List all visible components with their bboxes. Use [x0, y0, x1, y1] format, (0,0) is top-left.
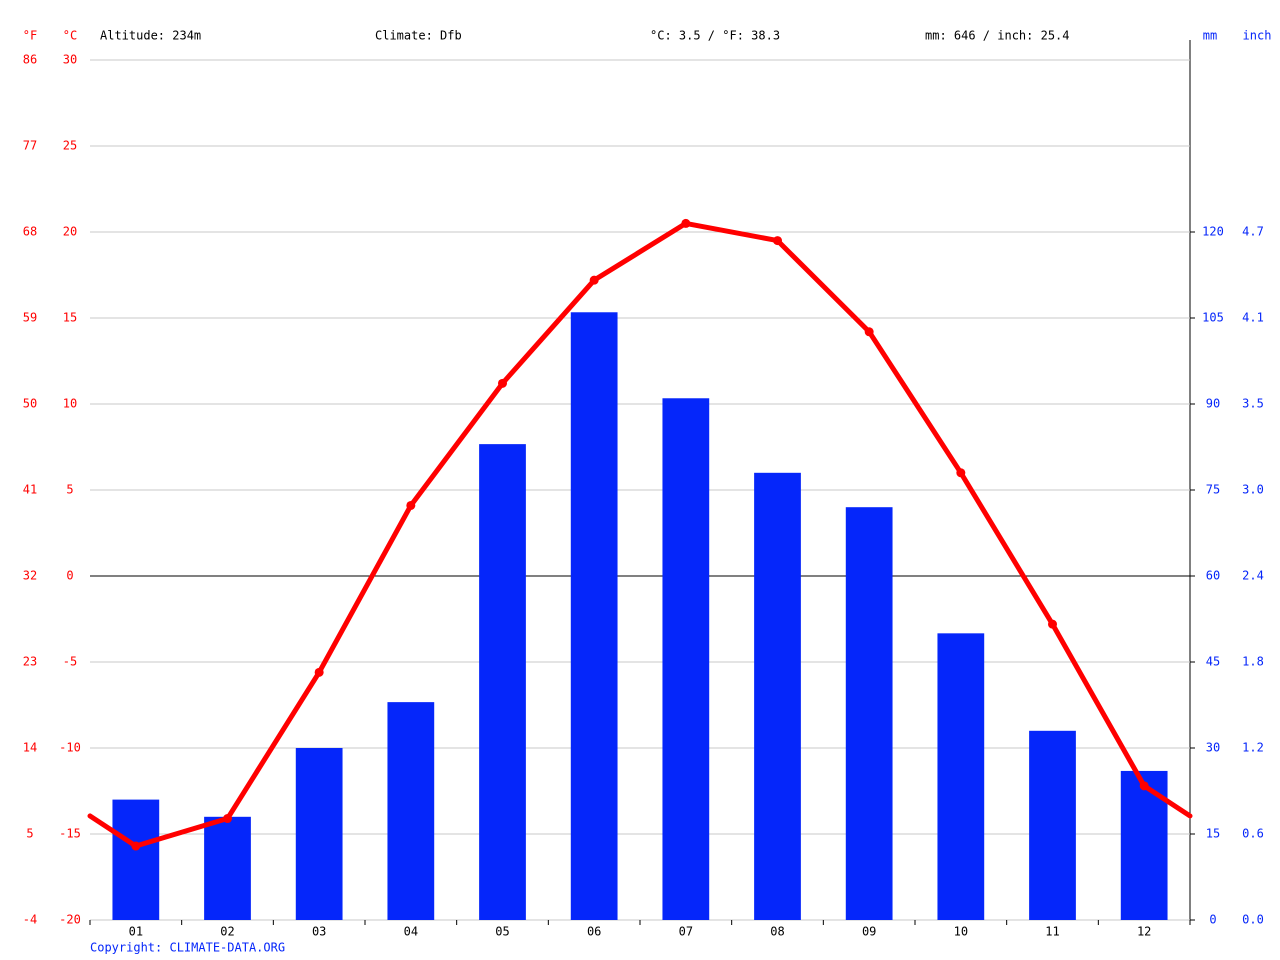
y2-tick-label-inch: 1.8 — [1242, 655, 1264, 669]
x-tick-label: 09 — [862, 925, 876, 939]
bar — [1120, 770, 1168, 920]
line-point — [773, 236, 782, 246]
y-tick-label: -10 — [59, 741, 81, 755]
y2-tick-label: 90 — [1206, 397, 1220, 411]
x-tick-label: 05 — [495, 925, 509, 939]
y-tick-label-f: -4 — [23, 913, 37, 927]
bar — [387, 702, 435, 920]
annotation: mm: 646 / inch: 25.4 — [925, 29, 1070, 43]
y-tick-label: 10 — [63, 397, 77, 411]
y-unit-f: °F — [23, 29, 37, 43]
y2-tick-label: 105 — [1202, 311, 1224, 325]
bar — [937, 633, 985, 920]
bar — [1029, 730, 1076, 920]
y2-tick-label: 15 — [1206, 827, 1220, 841]
x-tick-label: 12 — [1137, 925, 1151, 939]
line-point — [131, 841, 141, 851]
y-tick-label: 25 — [63, 139, 77, 153]
y2-tick-label-inch: 4.1 — [1242, 311, 1264, 325]
y-tick-label: 30 — [63, 53, 77, 67]
y-tick-label-f: 41 — [23, 483, 37, 497]
annotation: Altitude: 234m — [100, 29, 201, 43]
line-point — [1048, 619, 1057, 629]
line — [135, 220, 1147, 849]
y-tick-label-f: 32 — [23, 569, 37, 583]
line-point — [223, 814, 232, 824]
line-wrap — [87, 813, 139, 849]
line-point — [956, 468, 966, 478]
y2-unit-inch: inch — [1243, 29, 1272, 43]
y-tick-label-f: 50 — [23, 397, 37, 411]
x-tick-label: 02 — [220, 925, 234, 939]
bar — [479, 444, 526, 920]
y-tick-label-f: 59 — [23, 311, 37, 325]
x-tick-label: 01 — [129, 925, 143, 939]
bar — [112, 799, 160, 920]
x-tick-label: 11 — [1045, 925, 1059, 939]
y-tick-label-f: 23 — [23, 655, 37, 669]
y-unit-c: °C — [63, 29, 77, 43]
line-point — [314, 667, 324, 677]
bar — [295, 748, 343, 920]
y2-tick-label-inch: 3.5 — [1242, 397, 1264, 411]
y-tick-label-f: 86 — [23, 53, 37, 67]
y-tick-label-f: 14 — [23, 741, 37, 755]
bar — [845, 507, 893, 920]
x-tick-label: 07 — [679, 925, 693, 939]
x-tick-label: 10 — [954, 925, 968, 939]
y2-tick-label-inch: 0.6 — [1242, 827, 1264, 841]
y-tick-label-f: 68 — [23, 225, 37, 239]
y2-tick-label-inch: 2.4 — [1242, 569, 1264, 583]
bar — [204, 816, 251, 920]
y2-tick-label: 120 — [1202, 225, 1224, 239]
line-point — [406, 500, 416, 510]
bar — [754, 472, 801, 920]
line-point — [864, 327, 874, 337]
y2-tick-label: 45 — [1206, 655, 1220, 669]
y-tick-label: -5 — [63, 655, 77, 669]
y2-tick-label: 60 — [1206, 569, 1220, 583]
y2-tick-label-inch: 0.0 — [1242, 913, 1264, 927]
x-tick-label: 06 — [587, 925, 601, 939]
annotation: Climate: Dfb — [375, 29, 462, 43]
y-tick-label: -15 — [59, 827, 81, 841]
y2-tick-label-inch: 1.2 — [1242, 741, 1264, 755]
line-point — [681, 218, 691, 228]
y2-tick-label-inch: 3.0 — [1242, 483, 1264, 497]
y-tick-label: 0 — [66, 569, 73, 583]
y2-tick-label: 0 — [1209, 913, 1216, 927]
bar — [662, 398, 710, 920]
x-tick-label: 03 — [312, 925, 326, 939]
x-tick-label: 08 — [770, 925, 784, 939]
x-tick-label: 04 — [404, 925, 418, 939]
y2-tick-label: 30 — [1206, 741, 1220, 755]
line-point — [498, 378, 507, 388]
y-tick-label-f: 77 — [23, 139, 37, 153]
line-wrap — [1141, 783, 1193, 819]
y2-tick-label-inch: 4.7 — [1242, 225, 1264, 239]
line-point — [589, 275, 599, 285]
y2-tick-label: 75 — [1206, 483, 1220, 497]
copyright: Copyright: CLIMATE-DATA.ORG — [90, 941, 285, 955]
y-tick-label-f: 5 — [26, 827, 33, 841]
y-tick-label: 15 — [63, 311, 77, 325]
bar — [570, 312, 618, 920]
y2-unit-mm: mm — [1203, 29, 1217, 43]
y-tick-label: -20 — [59, 913, 81, 927]
annotation: °C: 3.5 / °F: 38.3 — [650, 29, 780, 43]
y-tick-label: 20 — [63, 225, 77, 239]
y-tick-label: 5 — [66, 483, 73, 497]
line-point — [1139, 781, 1149, 791]
